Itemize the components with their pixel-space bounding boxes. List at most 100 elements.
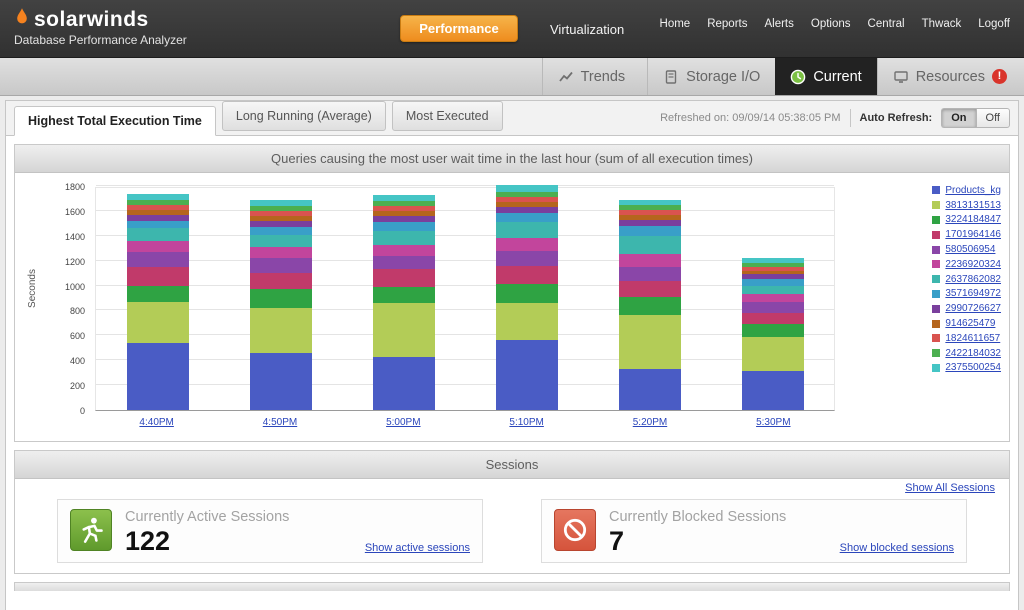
legend-item: 1701964146 <box>932 227 1001 242</box>
bar-segment <box>126 285 189 302</box>
top-bar: solarwinds Database Performance Analyzer… <box>0 0 1024 58</box>
bar-segment <box>495 284 558 304</box>
tab-long-running-average[interactable]: Long Running (Average) <box>221 101 386 131</box>
bar-segment <box>741 274 804 280</box>
no-entry-icon <box>554 509 596 551</box>
bar-segment <box>495 207 558 214</box>
auto-refresh-on-button[interactable]: On <box>941 108 976 128</box>
blocked-sessions-label: Currently Blocked Sessions <box>609 509 787 525</box>
alert-badge: ! <box>992 69 1007 84</box>
show-blocked-sessions-link[interactable]: Show blocked sessions <box>839 542 954 554</box>
solarwinds-logo: solarwinds Database Performance Analyzer <box>14 7 187 48</box>
bar-segment <box>372 244 435 256</box>
topnav-link-options[interactable]: Options <box>810 18 851 30</box>
legend-swatch <box>932 260 941 269</box>
stacked-bar-5-00pm <box>372 194 435 410</box>
legend-link-914625479[interactable]: 914625479 <box>945 318 996 330</box>
bar-segment <box>495 250 558 266</box>
tab-highest-total-execution-time[interactable]: Highest Total Execution Time <box>14 106 216 136</box>
bar-segment <box>741 324 804 337</box>
legend-link-3813131513[interactable]: 3813131513 <box>945 199 1001 211</box>
show-active-sessions-link[interactable]: Show active sessions <box>364 542 470 554</box>
stacked-bar-chart: Seconds 0 200 400 600 800 1000 1200 1400 1600 180… <box>15 173 1009 441</box>
bar-segment <box>126 214 189 221</box>
bar-segment <box>618 214 681 220</box>
blocked-sessions-box: Currently Blocked Sessions 7 Show blocke… <box>541 499 967 563</box>
y-tick-label: 600 <box>69 331 85 342</box>
legend-swatch <box>932 275 941 284</box>
y-tick-label: 0 <box>79 406 85 416</box>
bar-segment <box>495 238 558 251</box>
bar-segment <box>126 209 189 215</box>
topnav-link-logoff[interactable]: Logoff <box>978 18 1010 30</box>
topnav-link-thwack[interactable]: Thwack <box>921 18 962 30</box>
performance-button[interactable]: Performance <box>400 15 518 42</box>
legend-item: 2375500254 <box>932 361 1001 376</box>
legend-link-1701964146[interactable]: 1701964146 <box>945 229 1001 241</box>
refreshed-timestamp: Refreshed on: 09/09/14 05:38:05 PM <box>660 112 841 124</box>
legend-link-2375500254[interactable]: 2375500254 <box>945 362 1001 374</box>
legend-swatch <box>932 349 941 358</box>
current-icon <box>790 69 806 85</box>
bar-segment <box>618 204 681 210</box>
legend-link-1824611657[interactable]: 1824611657 <box>945 332 1001 344</box>
bar-segment <box>249 215 312 221</box>
legend-link-2236920324[interactable]: 2236920324 <box>945 258 1001 270</box>
running-man-icon <box>70 509 112 551</box>
auto-refresh-off-button[interactable]: Off <box>975 108 1010 128</box>
logo-text: solarwinds <box>34 7 149 31</box>
stacked-bar-5-20pm <box>618 199 681 410</box>
bar-segment <box>618 209 681 215</box>
bar-segment <box>249 199 312 206</box>
bar-segment <box>741 270 804 275</box>
legend-link-3224184847[interactable]: 3224184847 <box>945 214 1001 226</box>
show-all-sessions-link[interactable]: Show All Sessions <box>905 482 995 494</box>
tab-most-executed[interactable]: Most Executed <box>391 101 503 131</box>
topnav-link-central[interactable]: Central <box>867 18 905 30</box>
x-axis-link-5-00pm[interactable]: 5:00PM <box>386 417 421 428</box>
topnav-link-home[interactable]: Home <box>659 18 691 30</box>
x-axis-link-5-20pm[interactable]: 5:20PM <box>632 417 668 428</box>
bar-segment <box>249 227 312 235</box>
x-axis-link-4-50pm[interactable]: 4:50PM <box>262 417 298 428</box>
sessions-body: Show All Sessions Currently Active Sessi… <box>15 479 1009 573</box>
x-axis-link-4-40pm[interactable]: 4:40PM <box>139 417 174 428</box>
bar-segment <box>618 254 681 267</box>
subnav-tab-current[interactable]: Current <box>775 58 877 95</box>
bar-segment <box>741 301 804 314</box>
legend-swatch <box>932 334 941 343</box>
bar-segment <box>372 222 435 231</box>
legend-item: 580506954 <box>932 242 1001 257</box>
legend-link-2422184032[interactable]: 2422184032 <box>945 347 1001 359</box>
topnav-link-reports[interactable]: Reports <box>707 18 748 30</box>
bar-segment <box>372 205 435 211</box>
bar-segment <box>495 340 558 410</box>
legend-link-2637862082[interactable]: 2637862082 <box>945 273 1001 285</box>
topnav-link-alerts[interactable]: Alerts <box>764 18 794 30</box>
legend-swatch <box>932 363 941 372</box>
legend-link-products-kg[interactable]: Products_kg <box>945 184 1001 196</box>
legend-item: 2422184032 <box>932 346 1001 361</box>
legend-link-2990726627[interactable]: 2990726627 <box>945 303 1001 315</box>
x-axis-link-5-30pm[interactable]: 5:30PM <box>756 417 791 428</box>
legend-item: 3813131513 <box>932 198 1001 213</box>
bar-segment <box>618 235 681 255</box>
legend-item: Products_kg <box>932 183 1001 198</box>
gridline <box>96 384 834 386</box>
x-axis-link-5-10pm[interactable]: 5:10PM <box>509 417 544 428</box>
bar-segment <box>372 230 435 245</box>
legend-link-3571694972[interactable]: 3571694972 <box>945 288 1001 300</box>
subnav-tab-resources[interactable]: Resources! <box>876 58 1022 95</box>
legend-item: 3224184847 <box>932 213 1001 228</box>
bar-segment <box>618 266 681 281</box>
subnav-tab-storage-i-o[interactable]: Storage I/O <box>647 58 775 95</box>
y-tick-label: 1800 <box>64 182 85 192</box>
bar-segment <box>249 220 312 228</box>
gridline <box>96 359 834 361</box>
bar-segment <box>126 240 189 252</box>
bar-segment <box>372 303 435 357</box>
legend-link-580506954[interactable]: 580506954 <box>945 244 996 256</box>
virtualization-link[interactable]: Virtualization <box>550 22 625 37</box>
bar-segment <box>618 199 681 205</box>
subnav-tab-trends[interactable]: Trends <box>541 58 648 95</box>
